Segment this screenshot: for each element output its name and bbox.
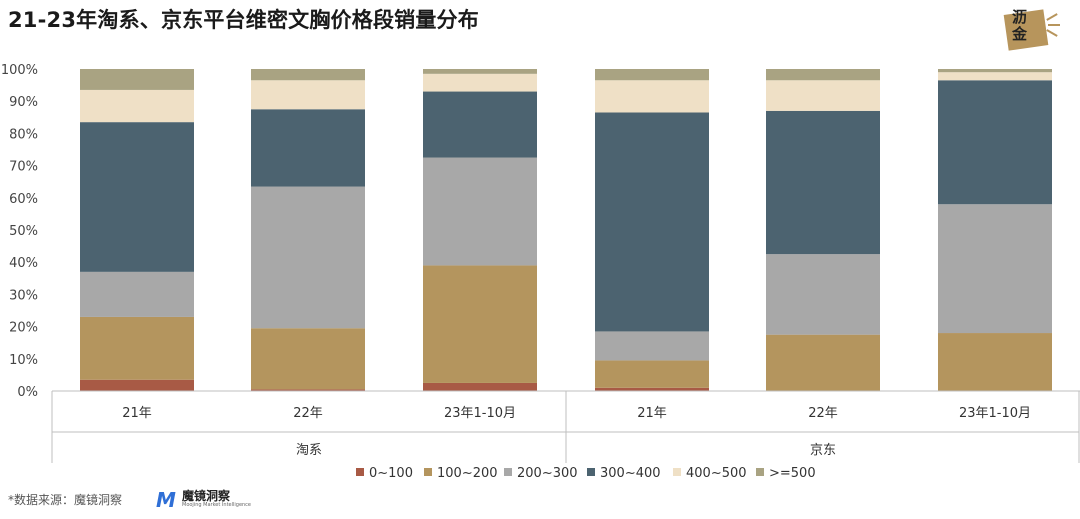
brand-name: 魔镜洞察: [182, 489, 231, 503]
legend-swatch: [587, 468, 595, 476]
bar-segment: [595, 387, 709, 391]
legend-swatch: [424, 468, 432, 476]
y-tick-label: 40%: [9, 256, 38, 271]
x-tick-label: 23年1-10月: [959, 406, 1031, 421]
bar-segment: [938, 72, 1052, 81]
bar-segment: [423, 265, 537, 383]
y-tick-label: 0%: [17, 385, 38, 400]
bar-segment: [938, 204, 1052, 334]
bar-segment: [423, 69, 537, 74]
y-tick-label: 60%: [9, 192, 38, 207]
bar-segment: [595, 69, 709, 81]
bar-segment: [766, 254, 880, 335]
bar-segment: [80, 316, 194, 380]
y-tick-label: 100%: [1, 63, 38, 78]
bar-segment: [251, 80, 365, 110]
bar-segment: [251, 389, 365, 391]
bar-segment: [80, 122, 194, 272]
logo-ray-icon: [1048, 24, 1060, 26]
legend-swatch: [673, 468, 681, 476]
bar-segment: [766, 69, 880, 81]
legend-label: >=500: [769, 466, 816, 481]
bar-segment: [80, 379, 194, 391]
x-tick-label: 23年1-10月: [444, 406, 516, 421]
legend-label: 400~500: [686, 466, 747, 481]
legend-label: 0~100: [369, 466, 413, 481]
brand-subtitle: Moojing Market Intelligence: [182, 502, 252, 508]
chart-title: 21-23年淘系、京东平台维密文胸价格段销量分布: [8, 8, 479, 32]
bar-segment: [80, 69, 194, 90]
bar-segment: [251, 328, 365, 390]
bar-segment: [595, 112, 709, 332]
bar-segment: [938, 69, 1052, 73]
bar-segment: [766, 110, 880, 255]
bar-segment: [938, 80, 1052, 205]
legend-swatch: [356, 468, 364, 476]
legend-label: 300~400: [600, 466, 661, 481]
y-tick-label: 10%: [9, 353, 38, 368]
bar-segment: [766, 80, 880, 111]
bar-segment: [251, 109, 365, 187]
bar-segment: [251, 69, 365, 81]
legend-swatch: [756, 468, 764, 476]
bar-segment: [80, 89, 194, 123]
x-tick-label: 22年: [293, 406, 323, 421]
x-tick-label: 21年: [122, 406, 152, 421]
x-tick-label: 22年: [808, 406, 838, 421]
y-tick-label: 80%: [9, 127, 38, 142]
bar-segment: [423, 73, 537, 92]
source-note: *数据来源：魔镜洞察: [8, 493, 123, 507]
moojing-logo-icon: M: [156, 488, 176, 512]
bar-segment: [595, 331, 709, 361]
legend-label: 200~300: [517, 466, 578, 481]
legend-label: 100~200: [437, 466, 498, 481]
bar-segment: [766, 334, 880, 391]
bar-segment: [80, 271, 194, 317]
group-label: 淘系: [296, 443, 322, 458]
y-tick-label: 50%: [9, 224, 38, 239]
y-tick-label: 70%: [9, 160, 38, 175]
bar-segment: [251, 186, 365, 329]
bar-segment: [595, 360, 709, 388]
bar-segment: [423, 382, 537, 391]
y-tick-label: 30%: [9, 288, 38, 303]
lijin-logo: 沥金: [1002, 6, 1064, 51]
bar-segment: [423, 91, 537, 158]
group-label: 京东: [810, 443, 836, 458]
legend-swatch: [504, 468, 512, 476]
bar-segment: [595, 80, 709, 113]
bar-segment: [938, 333, 1052, 391]
y-tick-label: 90%: [9, 95, 38, 110]
logo-text: 沥金: [1012, 8, 1028, 43]
x-tick-label: 21年: [637, 406, 667, 421]
y-tick-label: 20%: [9, 321, 38, 336]
bar-segment: [423, 157, 537, 266]
